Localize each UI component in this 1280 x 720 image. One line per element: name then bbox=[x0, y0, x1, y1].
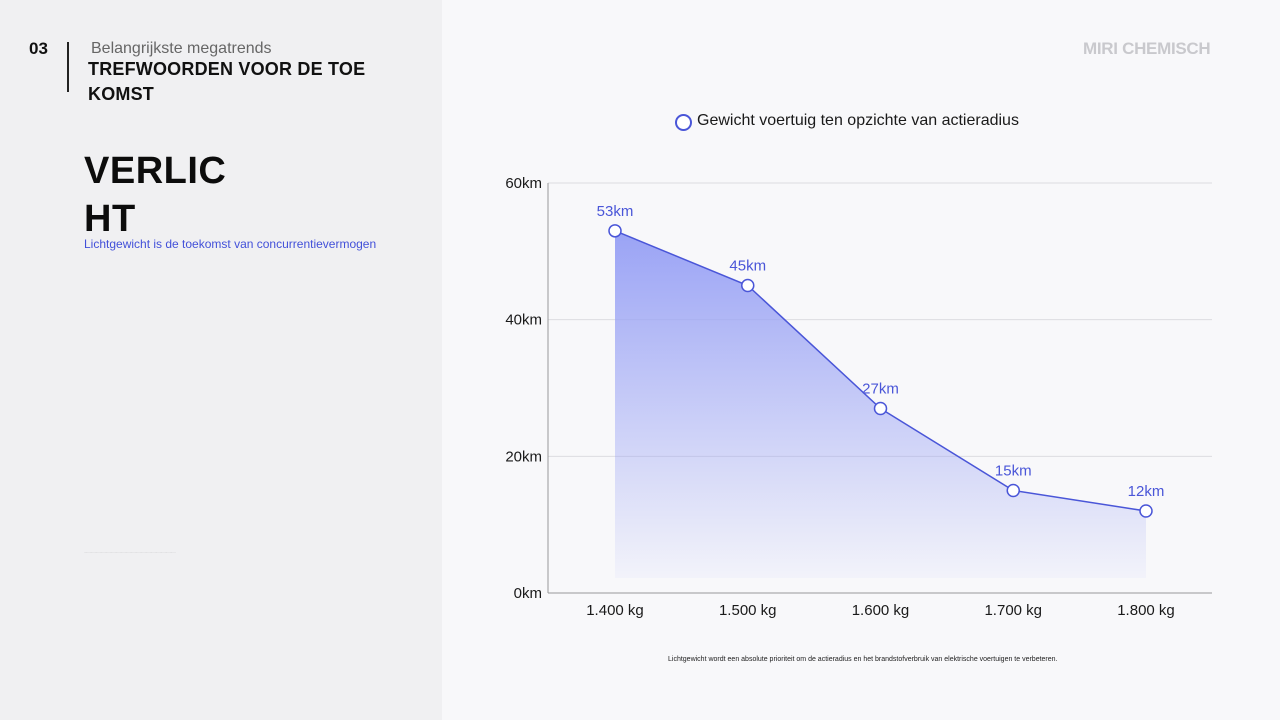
data-label: 15km bbox=[995, 463, 1032, 480]
subtitle: Lichtgewicht is de toekomst van concurre… bbox=[84, 237, 377, 251]
chart-caption: Lichtgewicht wordt een absolute priorite… bbox=[668, 656, 1058, 663]
data-label: 27km bbox=[862, 381, 899, 398]
data-label: 53km bbox=[597, 203, 634, 220]
chart-legend: Gewicht voertuig ten opzichte van actier… bbox=[675, 110, 1019, 131]
x-tick-label: 1.500 kg bbox=[719, 602, 777, 619]
brand-logo: MIRI CHEMISCH bbox=[1083, 39, 1211, 58]
x-tick-label: 1.700 kg bbox=[984, 602, 1042, 619]
section-label: Belangrijkste megatrends bbox=[91, 40, 272, 57]
y-tick-label: 60km bbox=[505, 175, 542, 192]
data-point bbox=[873, 401, 888, 416]
x-tick-label: 1.600 kg bbox=[852, 602, 910, 619]
fine-print: ········································… bbox=[84, 551, 176, 554]
y-tick-label: 0km bbox=[514, 585, 542, 602]
data-point bbox=[1139, 504, 1153, 518]
keywords-title: TREFWOORDEN VOOR DE TOE KOMST bbox=[88, 59, 366, 104]
area-chart: 0km 20km 40km 60km 1.400 kg 1.500 kg 1.600 kg 1… bbox=[505, 175, 1212, 619]
left-panel: 03 Belangrijkste megatrends TREFWOORDEN … bbox=[0, 0, 442, 720]
legend-label: Gewicht voertuig ten opzichte van actier… bbox=[697, 111, 1019, 129]
vertical-divider bbox=[67, 42, 69, 92]
data-point bbox=[608, 224, 622, 238]
data-point bbox=[1006, 483, 1020, 498]
y-tick-label: 20km bbox=[505, 448, 542, 465]
legend-marker bbox=[675, 114, 692, 131]
main-heading: VERLICHT bbox=[84, 150, 227, 240]
x-tick-label: 1.800 kg bbox=[1117, 602, 1175, 619]
y-tick-label: 40km bbox=[505, 312, 542, 329]
data-point bbox=[741, 278, 755, 293]
x-tick-label: 1.400 kg bbox=[586, 602, 644, 619]
data-label: 12km bbox=[1128, 483, 1165, 500]
slide-number: 03 bbox=[29, 39, 48, 58]
data-label: 45km bbox=[729, 258, 766, 275]
